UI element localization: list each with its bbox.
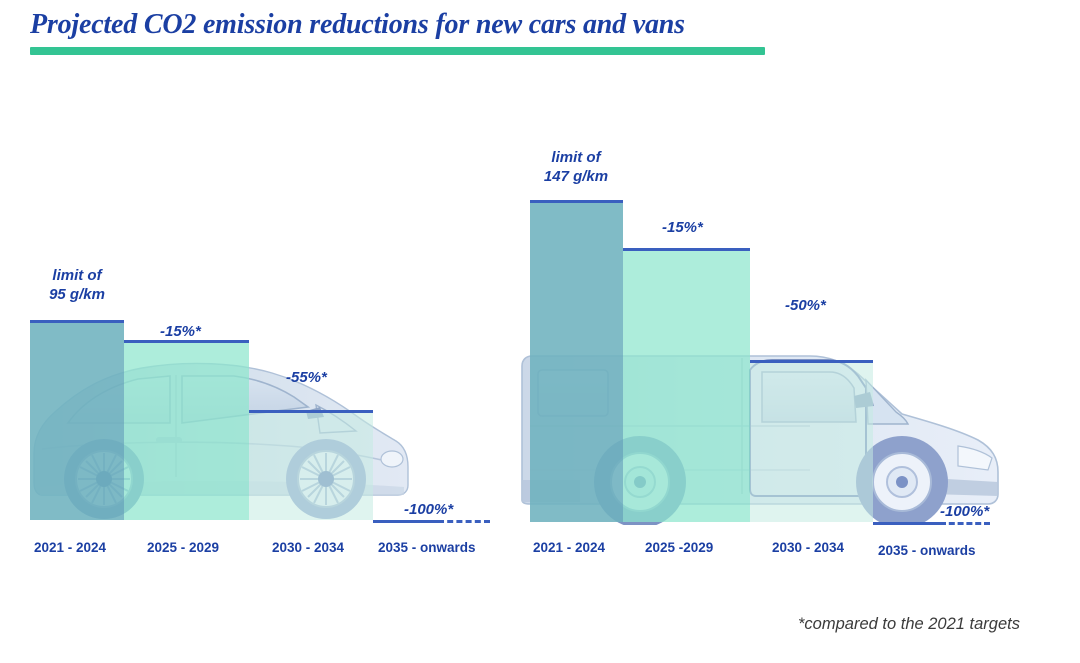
- bar-vans-2030-2034[interactable]: [750, 360, 873, 522]
- bar-label-cars-2030-2034: -55%*: [286, 369, 327, 386]
- cars-limit-value: 95 g/km: [49, 286, 105, 303]
- vans-limit-value: 147 g/km: [543, 168, 609, 185]
- bar-cars-2030-2034[interactable]: [249, 410, 373, 520]
- cat-label-cars-0: 2021 - 2024: [34, 540, 107, 555]
- bar-label-cars-2025-2029: -15%*: [160, 323, 201, 340]
- cat-label-cars-1: 2025 - 2029: [147, 540, 220, 555]
- cat-label-cars-2: 2030 - 2034: [272, 540, 345, 555]
- title-accent-rule: [30, 47, 765, 55]
- title-block: Projected CO2 emission reductions for ne…: [30, 8, 790, 55]
- bar-vans-2021-2024[interactable]: [530, 200, 623, 522]
- cat-label-vans-0: 2021 - 2024: [533, 540, 606, 555]
- chart-vans: limit of 147 g/km -15%* -50%* -100%* 202…: [500, 0, 1080, 663]
- cars-limit-caption: limit of: [52, 267, 102, 284]
- vans-limit-caption: limit of: [551, 149, 601, 166]
- bar-cars-2021-2024[interactable]: [30, 320, 124, 520]
- bar-label-cars-2021-2024: limit of 95 g/km: [30, 266, 124, 304]
- bar-label-vans-2021-2024: limit of 147 g/km: [526, 148, 626, 186]
- cat-label-vans-2: 2030 - 2034: [772, 540, 845, 555]
- zero-line-dashed-cars-2035: [438, 520, 490, 523]
- zero-line-vans-2035: [873, 522, 940, 525]
- cat-label-vans-3: 2035 - onwards: [878, 543, 976, 558]
- cat-label-cars-3: 2035 - onwards: [378, 540, 476, 555]
- bar-label-cars-2035-onwards: -100%*: [404, 501, 454, 518]
- zero-line-cars-2035: [373, 520, 438, 523]
- bar-vans-2025-2029[interactable]: [623, 248, 750, 522]
- chart-cars: limit of 95 g/km -15%* -55%* -100%* 2021…: [0, 0, 510, 663]
- page-title: Projected CO2 emission reductions for ne…: [30, 9, 685, 40]
- zero-line-dashed-vans-2035: [940, 522, 990, 525]
- cat-label-vans-1: 2025 -2029: [645, 540, 714, 555]
- bar-label-vans-2030-2034: -50%*: [785, 297, 826, 314]
- footnote: *compared to the 2021 targets: [798, 615, 1020, 633]
- bar-label-vans-2025-2029: -15%*: [662, 219, 703, 236]
- bar-cars-2025-2029[interactable]: [124, 340, 249, 520]
- bar-label-vans-2035-onwards: -100%*: [940, 503, 990, 520]
